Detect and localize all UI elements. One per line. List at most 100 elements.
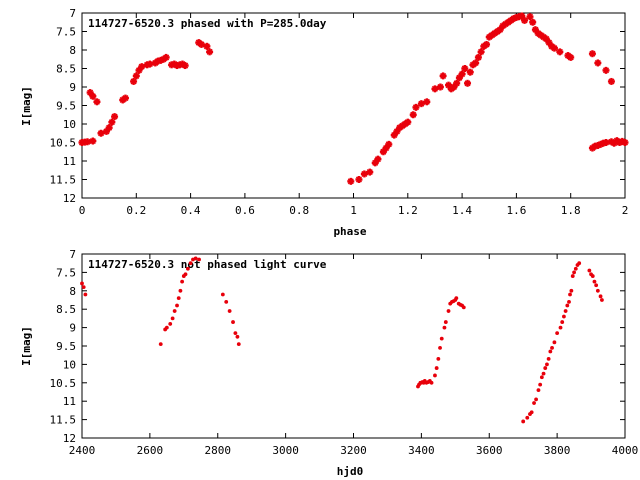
x-tick-label: 3000	[272, 444, 299, 457]
x-tick-label: 0.4	[181, 204, 201, 217]
x-tick-label: 2600	[137, 444, 164, 457]
data-point	[105, 124, 113, 132]
data-point	[347, 177, 355, 185]
y-tick-label: 8.5	[56, 303, 76, 316]
data-point	[436, 83, 444, 91]
data-point	[385, 140, 393, 148]
x-tick-label: 1.2	[398, 204, 418, 217]
data-point	[558, 325, 563, 330]
data-point	[453, 79, 461, 87]
data-point	[545, 39, 553, 47]
data-point	[138, 63, 146, 71]
data-point	[89, 137, 97, 145]
data-point	[567, 299, 571, 304]
data-point	[178, 288, 183, 293]
data-point	[108, 118, 116, 126]
x-tick-label: 1.8	[561, 204, 581, 217]
y-axis-label-bottom: I[mag]	[20, 326, 33, 366]
data-point	[570, 274, 575, 278]
x-tick-label: 3800	[544, 444, 571, 457]
data-point	[443, 320, 448, 324]
data-point	[355, 176, 363, 183]
y-tick-label: 7.5	[56, 26, 76, 39]
data-point	[534, 397, 538, 402]
y-tick-label: 8	[69, 285, 76, 298]
data-point	[461, 305, 466, 310]
data-point	[521, 16, 529, 24]
data-point	[562, 314, 566, 319]
data-point	[439, 336, 444, 341]
plot-frame-bottom	[81, 253, 626, 439]
y-tick-label: 7.5	[56, 266, 76, 279]
data-point	[235, 334, 240, 339]
data-point	[556, 48, 564, 56]
data-point	[436, 356, 441, 361]
data-point	[197, 40, 205, 48]
data-point	[526, 13, 534, 21]
data-point	[529, 18, 537, 26]
data-point	[111, 113, 119, 121]
data-point	[203, 42, 211, 50]
data-point	[93, 98, 101, 106]
y-tick-label: 10	[63, 118, 76, 131]
data-point	[80, 281, 84, 286]
data-point	[438, 345, 442, 350]
data-point	[464, 79, 472, 87]
y-axis-label-top: I[mag]	[20, 86, 33, 126]
y-tick-label: 8	[69, 44, 76, 57]
data-point	[536, 388, 541, 393]
data-points-top	[78, 12, 629, 185]
data-point	[227, 309, 232, 313]
data-point	[461, 65, 469, 72]
data-point	[439, 72, 447, 80]
data-point	[158, 342, 163, 347]
data-point	[434, 366, 439, 370]
x-tick-label: 0	[79, 204, 86, 217]
data-point	[442, 325, 447, 330]
data-point	[409, 111, 417, 119]
y-tick-label: 9.5	[56, 100, 76, 113]
y-tick-label: 7	[69, 7, 76, 20]
data-point	[602, 66, 610, 74]
data-point	[594, 59, 602, 67]
data-point	[170, 316, 175, 321]
data-point	[572, 270, 576, 275]
y-tick-label: 10.5	[50, 137, 77, 150]
data-point	[477, 48, 485, 56]
data-point	[587, 268, 592, 273]
data-point	[598, 294, 603, 299]
y-tick-label: 11	[63, 155, 76, 168]
x-axis-label-phase: phase	[333, 225, 366, 238]
data-point	[548, 349, 553, 354]
data-point	[429, 380, 434, 385]
data-point	[180, 279, 185, 284]
y-tick-label: 11.5	[50, 414, 77, 427]
data-point	[168, 322, 173, 326]
data-point	[433, 373, 437, 378]
chart-title-phased: 114727-6520.3 phased with P=285.0day	[88, 17, 327, 30]
data-point	[539, 375, 544, 380]
data-point	[231, 320, 235, 324]
data-point	[529, 410, 534, 415]
phased-light-curve-panel: 114727-6520.3 phased with P=285.0day pha…	[20, 7, 629, 238]
data-point	[360, 170, 368, 178]
data-point	[543, 366, 548, 370]
data-point	[185, 266, 190, 271]
x-tick-label: 3400	[408, 444, 435, 457]
unphased-light-curve-panel: 114727-6520.3 not phased light curve hjd…	[20, 248, 638, 478]
data-point	[175, 303, 179, 308]
data-point	[588, 50, 596, 58]
data-point	[458, 70, 466, 78]
data-point	[193, 256, 198, 261]
data-point	[577, 261, 582, 266]
data-point	[563, 309, 568, 313]
chart-title-unphased: 114727-6520.3 not phased light curve	[88, 258, 327, 271]
data-point	[538, 382, 543, 387]
data-points-bottom	[80, 256, 604, 424]
ticks-top: 0 0.2 0.4 0.6 0.8 1 1.2 1.4 1.6 1.8 2 7 7.5 8 8.5 9 9.5 1…	[50, 7, 629, 217]
data-point	[472, 59, 480, 67]
data-point	[374, 155, 382, 163]
data-point	[417, 100, 425, 108]
y-tick-label: 10.5	[50, 377, 77, 390]
